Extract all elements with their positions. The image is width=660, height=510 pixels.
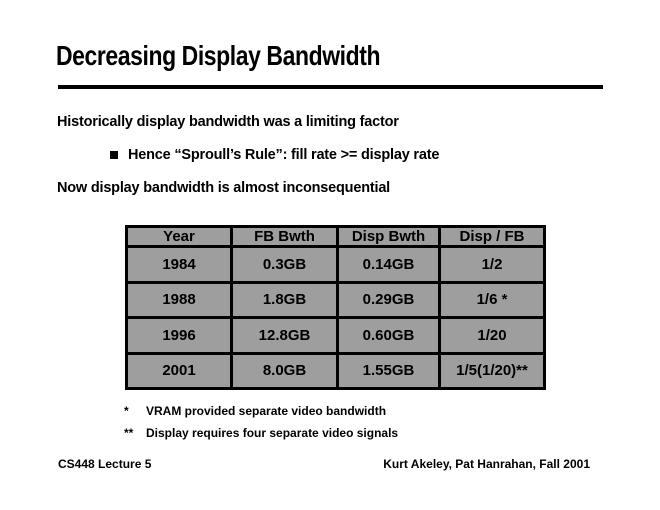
table-cell: 1988 <box>125 280 233 319</box>
table-cell: 0.29GB <box>336 280 441 319</box>
table-row-2001: 2001 8.0GB 1.55GB 1/5(1/20)** <box>125 351 546 390</box>
footer-course-label: CS448 Lecture 5 <box>58 457 152 471</box>
table-cell: 0.60GB <box>336 316 441 355</box>
body-line-historically: Historically display bandwidth was a lim… <box>57 114 399 130</box>
table-cell: 1/5(1/20)** <box>438 351 546 390</box>
table-header-row: Year FB Bwth Disp Bwth Disp / FB <box>125 225 546 248</box>
table-header-cell-fb-bwth: FB Bwth <box>230 225 339 248</box>
footnote-marker: * <box>124 404 129 418</box>
table-cell: 8.0GB <box>230 351 339 390</box>
table-cell: 1/2 <box>438 245 546 284</box>
table-header-cell-disp-fb: Disp / FB <box>438 225 546 248</box>
table-cell: 1.55GB <box>336 351 441 390</box>
bullet-square-icon <box>110 151 118 159</box>
table-header-cell-year: Year <box>125 225 233 248</box>
table-cell: 1984 <box>125 245 233 284</box>
footnote-marker: ** <box>124 426 134 440</box>
table-cell: 0.14GB <box>336 245 441 284</box>
footnotes: * VRAM provided separate video bandwidth… <box>124 404 398 448</box>
footnote-display-signals: ** Display requires four separate video … <box>124 426 398 440</box>
table-cell: 1/6 * <box>438 280 546 319</box>
footer-authors-label: Kurt Akeley, Pat Hanrahan, Fall 2001 <box>383 457 590 471</box>
table-cell: 1/20 <box>438 316 546 355</box>
title-rule <box>58 85 603 89</box>
table-cell: 1.8GB <box>230 280 339 319</box>
table-row-1996: 1996 12.8GB 0.60GB 1/20 <box>125 316 546 355</box>
footnote-text: VRAM provided separate video bandwidth <box>146 404 387 418</box>
table-cell: 0.3GB <box>230 245 339 284</box>
slide-title: Decreasing Display Bandwidth <box>56 40 381 71</box>
bullet-text: Hence “Sproull’s Rule”: fill rate >= dis… <box>128 147 440 163</box>
table-row-1988: 1988 1.8GB 0.29GB 1/6 * <box>125 280 546 319</box>
body-bullet-row: Hence “Sproull’s Rule”: fill rate >= dis… <box>110 147 439 163</box>
table-header-cell-disp-bwth: Disp Bwth <box>336 225 441 248</box>
table-cell: 12.8GB <box>230 316 339 355</box>
bandwidth-table: Year FB Bwth Disp Bwth Disp / FB 1984 0.… <box>125 225 546 390</box>
footnote-vram: * VRAM provided separate video bandwidth <box>124 404 398 418</box>
table-cell: 1996 <box>125 316 233 355</box>
table-row-1984: 1984 0.3GB 0.14GB 1/2 <box>125 245 546 284</box>
footnote-text: Display requires four separate video sig… <box>146 426 399 440</box>
body-line-now: Now display bandwidth is almost inconseq… <box>57 180 391 196</box>
table-cell: 2001 <box>125 351 233 390</box>
